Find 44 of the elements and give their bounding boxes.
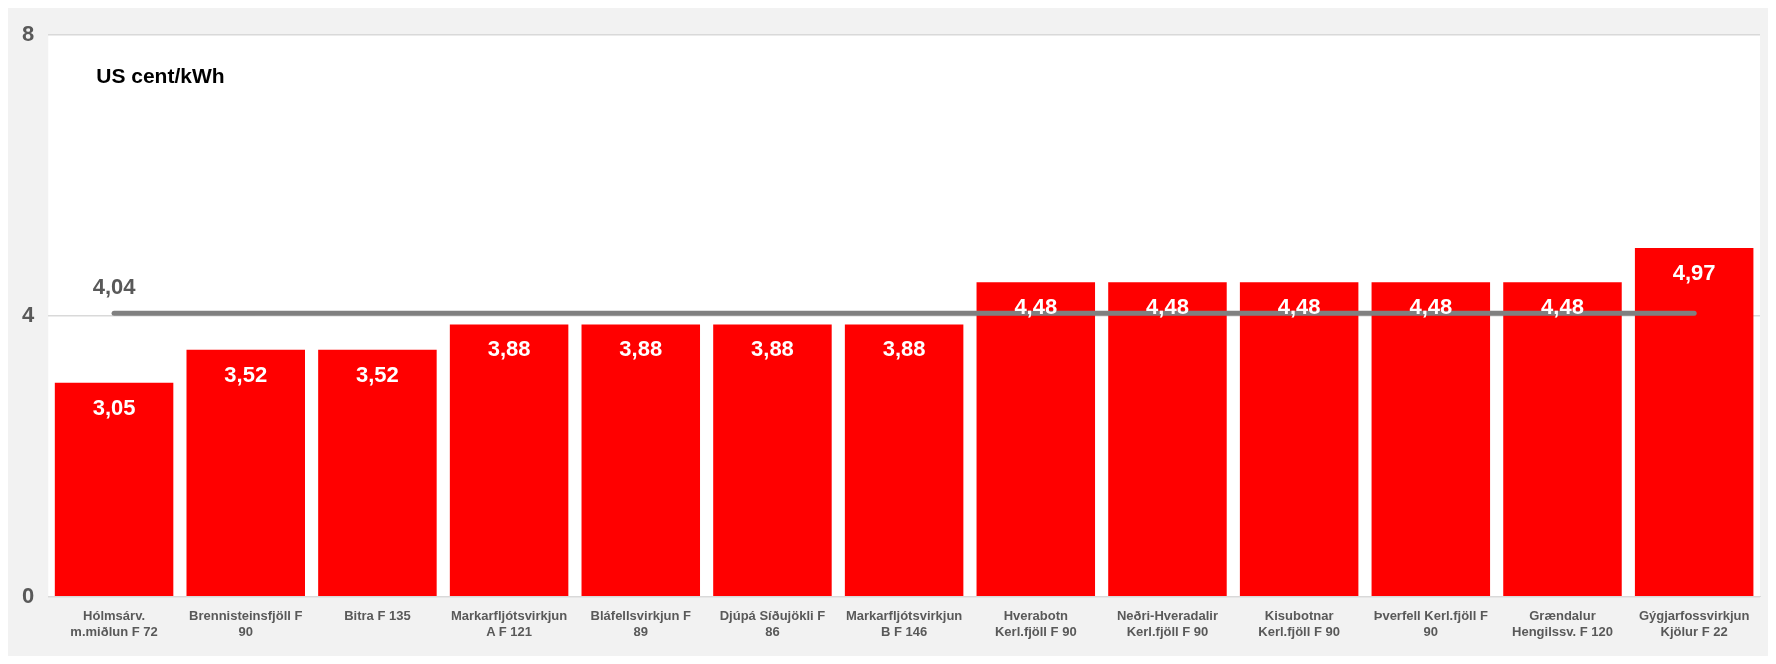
x-tick-label: Þverfell Kerl.fjöll F 90 — [1373, 608, 1488, 639]
bar — [1239, 282, 1359, 597]
x-tick-label: Bláfellsvirkjun F 89 — [590, 608, 692, 639]
data-label: 3,88 — [487, 336, 531, 362]
ref-line-label: 4,04 — [92, 274, 137, 300]
y-tick-label: 8 — [21, 21, 35, 47]
x-tick-label: Bitra F 135 — [344, 608, 411, 624]
bar — [1108, 282, 1227, 597]
data-label: 4,48 — [1409, 294, 1453, 320]
data-label: 3,88 — [882, 336, 926, 362]
data-label: 4,48 — [1277, 294, 1321, 320]
x-tick-label: Markarfljótsvirkjun A F 121 — [450, 608, 568, 639]
data-label: 3,52 — [356, 361, 399, 387]
x-tick-label: Neðri-Hveradalir Kerl.fjöll F 90 — [1116, 608, 1219, 639]
data-label: 3,52 — [224, 361, 268, 387]
data-label: 3,88 — [619, 336, 663, 362]
data-label: 4,97 — [1672, 259, 1716, 285]
bar — [844, 324, 964, 597]
bar — [54, 382, 174, 597]
data-label: 4,48 — [1014, 294, 1058, 320]
y-tick-label: 4 — [21, 302, 35, 328]
y-tick-label: 0 — [21, 582, 35, 608]
bar — [976, 282, 1096, 597]
x-tick-label: Brennisteinsfjöll F 90 — [189, 608, 303, 639]
x-tick-label: Gýgjarfossvirkjun Kjölur F 22 — [1638, 608, 1750, 639]
bar — [318, 349, 437, 597]
y-axis-title: US cent/kWh — [96, 64, 225, 87]
data-label: 4,48 — [1541, 294, 1584, 320]
bar — [581, 324, 701, 597]
bar — [1634, 247, 1754, 597]
data-label: 4,48 — [1146, 294, 1189, 320]
x-tick-label: Djúpá Síðujökli F 86 — [719, 608, 826, 639]
bar — [1371, 282, 1491, 597]
x-tick-label: Hverabotn Kerl.fjöll F 90 — [994, 608, 1077, 639]
bar — [713, 324, 832, 597]
x-tick-label: Grændalur Hengilssv. F 120 — [1512, 608, 1613, 639]
data-label: 3,05 — [92, 394, 136, 420]
x-tick-label: Hólmsárv. m.miðlun F 72 — [70, 608, 158, 639]
x-tick-label: Kisubotnar Kerl.fjöll F 90 — [1258, 608, 1340, 639]
bar — [186, 349, 305, 597]
bar — [449, 324, 569, 597]
x-tick-label: Markarfljótsvirkjun B F 146 — [845, 608, 963, 639]
bar — [1503, 282, 1622, 597]
data-label: 3,88 — [751, 336, 794, 362]
